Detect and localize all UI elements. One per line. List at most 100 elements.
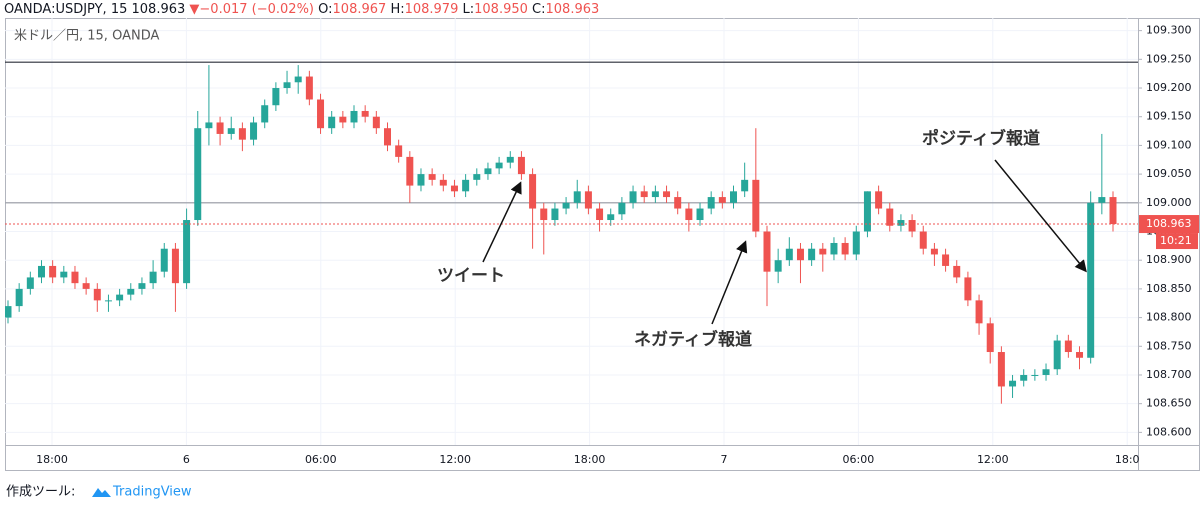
candle-body — [908, 220, 916, 232]
candle-body — [997, 352, 1005, 387]
candle-body — [875, 191, 883, 209]
candle-body — [596, 208, 604, 221]
candle-body — [250, 122, 258, 140]
candle-body — [272, 88, 280, 106]
candle-body — [897, 220, 905, 226]
y-tick-label: 108.650 — [1146, 397, 1192, 410]
candle-body — [796, 248, 804, 261]
footer-brand[interactable]: TradingView — [112, 485, 192, 500]
x-tick-label: 06:00 — [305, 453, 337, 466]
candle-body — [1053, 340, 1061, 370]
annotation: ポジティブ報道 — [922, 128, 1040, 149]
x-tick-label: 7 — [721, 453, 728, 466]
candle-body — [785, 248, 793, 261]
legend: 米ドル／円, 15, OANDA — [14, 29, 159, 44]
arrow — [994, 159, 1087, 273]
candle-body — [60, 271, 68, 278]
grid — [5, 18, 1138, 445]
candle-body — [383, 128, 391, 146]
ohlc-label: L: — [463, 2, 475, 17]
axes: 108.600 108.650 108.700 108.750 108.800 108.8… — [36, 24, 1199, 466]
candle-body — [1042, 369, 1050, 375]
candle-body — [104, 300, 112, 302]
ohlc-label: O: — [318, 2, 332, 17]
candle-body — [294, 76, 302, 83]
candle-body — [763, 231, 771, 272]
candle-body — [395, 145, 403, 157]
candle-body — [696, 208, 704, 221]
candle-body — [517, 156, 525, 175]
candle-body — [116, 294, 124, 301]
y-tick-label: 108.800 — [1146, 311, 1192, 324]
candle-body — [886, 208, 894, 226]
candle-body — [830, 242, 838, 255]
candle-body — [227, 128, 235, 134]
candle-body — [82, 283, 90, 289]
candle-body — [718, 197, 726, 203]
candle-body — [5, 306, 12, 318]
candle-body — [462, 179, 470, 192]
annotation: ネガティブ報道 — [634, 329, 752, 350]
candle-body — [863, 191, 871, 232]
candle-body — [194, 128, 202, 221]
candle-body — [350, 110, 358, 123]
candle-body — [127, 288, 135, 295]
candle-body — [238, 128, 246, 140]
x-tick-label: 18:00 — [36, 453, 68, 466]
candle-body — [607, 214, 615, 221]
candle-body — [484, 168, 492, 175]
symbol: OANDA:USDJPY, 15 — [4, 2, 127, 17]
candle-body — [439, 179, 447, 186]
candle-body — [942, 254, 950, 266]
candle-body — [640, 191, 648, 198]
candle-body — [1109, 197, 1117, 225]
candle-body — [819, 248, 827, 255]
candle-body — [1098, 197, 1106, 203]
candle-body — [149, 271, 157, 284]
annotation: ツイート — [437, 266, 505, 286]
candle-body — [975, 300, 983, 324]
countdown: 10:21 — [1160, 234, 1192, 247]
candle-body — [573, 191, 581, 203]
candle-body — [15, 288, 23, 307]
ohlc-value: 108.963 — [546, 2, 600, 17]
candle-body — [183, 220, 191, 284]
candle-body — [171, 248, 179, 284]
x-tick-label: 18:00 — [574, 453, 606, 466]
candle-body — [216, 122, 224, 134]
last-price-text: 108.963 — [132, 2, 186, 17]
ohlc-value: 108.950 — [474, 2, 528, 17]
last-price-box — [1139, 215, 1199, 234]
y-tick-label: 108.900 — [1146, 253, 1192, 266]
logo[interactable] — [92, 488, 111, 497]
footer-label: 作成ツール: — [6, 485, 75, 500]
candle-body — [964, 277, 972, 301]
candle-body — [495, 162, 503, 169]
candle-body — [473, 174, 481, 180]
candle-body — [663, 191, 671, 198]
candle-body — [417, 174, 425, 186]
y-tick-label: 108.750 — [1146, 339, 1192, 352]
candle-body — [138, 283, 146, 289]
arrow — [711, 240, 748, 325]
ohlc-value: 108.967 — [333, 2, 387, 17]
candle-body — [1064, 340, 1072, 353]
last-price-label: 108.963 — [1146, 217, 1192, 230]
candle-body — [506, 156, 514, 163]
candle-body — [261, 105, 269, 123]
y-tick-label: 109.100 — [1146, 138, 1192, 151]
candle-body — [305, 76, 313, 100]
candle-body — [450, 185, 458, 192]
candle-body — [93, 288, 101, 301]
candle-body — [1087, 202, 1095, 358]
candle-body — [930, 248, 938, 255]
y-tick-label: 109.000 — [1146, 196, 1192, 209]
candle-body — [852, 231, 860, 255]
x-tick-label: 12:00 — [439, 453, 471, 466]
arrow — [482, 181, 522, 263]
candle-body — [1020, 374, 1028, 381]
candle-body — [651, 191, 659, 198]
candle-body — [674, 197, 682, 209]
ohlc-value: 108.979 — [405, 2, 459, 17]
